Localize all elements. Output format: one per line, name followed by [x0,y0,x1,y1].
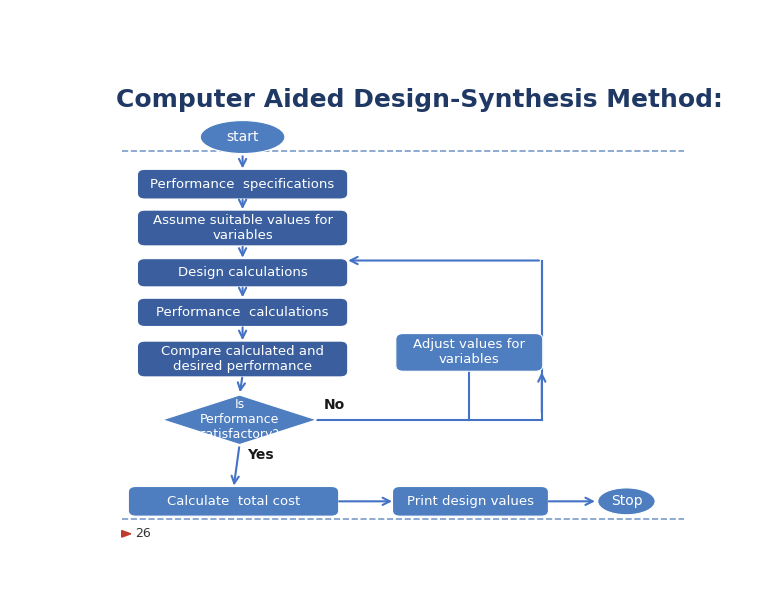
Text: Is
Performance
satisfactory?: Is Performance satisfactory? [200,398,279,441]
Text: Design calculations: Design calculations [178,266,307,279]
FancyBboxPatch shape [137,298,348,326]
Text: Yes: Yes [247,448,274,462]
Text: Assume suitable values for
variables: Assume suitable values for variables [153,214,332,242]
FancyBboxPatch shape [129,487,339,516]
Text: Compare calculated and
desired performance: Compare calculated and desired performan… [161,345,324,373]
Text: 26: 26 [135,528,151,540]
Text: Stop: Stop [611,494,642,509]
FancyBboxPatch shape [137,170,348,199]
Text: Adjust values for
variables: Adjust values for variables [413,338,525,367]
FancyBboxPatch shape [137,210,348,246]
Ellipse shape [597,488,655,515]
FancyBboxPatch shape [137,259,348,287]
Text: start: start [226,130,259,144]
FancyBboxPatch shape [137,341,348,377]
Ellipse shape [200,121,285,154]
FancyBboxPatch shape [395,334,543,371]
Text: Computer Aided Design-Synthesis Method:: Computer Aided Design-Synthesis Method: [115,88,722,111]
Polygon shape [162,395,317,444]
Text: Calculate  total cost: Calculate total cost [167,495,300,508]
FancyBboxPatch shape [392,487,548,516]
Text: No: No [324,398,346,412]
Text: Performance  calculations: Performance calculations [156,306,329,319]
Text: Performance  specifications: Performance specifications [151,177,335,191]
Polygon shape [122,531,131,537]
Text: Print design values: Print design values [407,495,534,508]
